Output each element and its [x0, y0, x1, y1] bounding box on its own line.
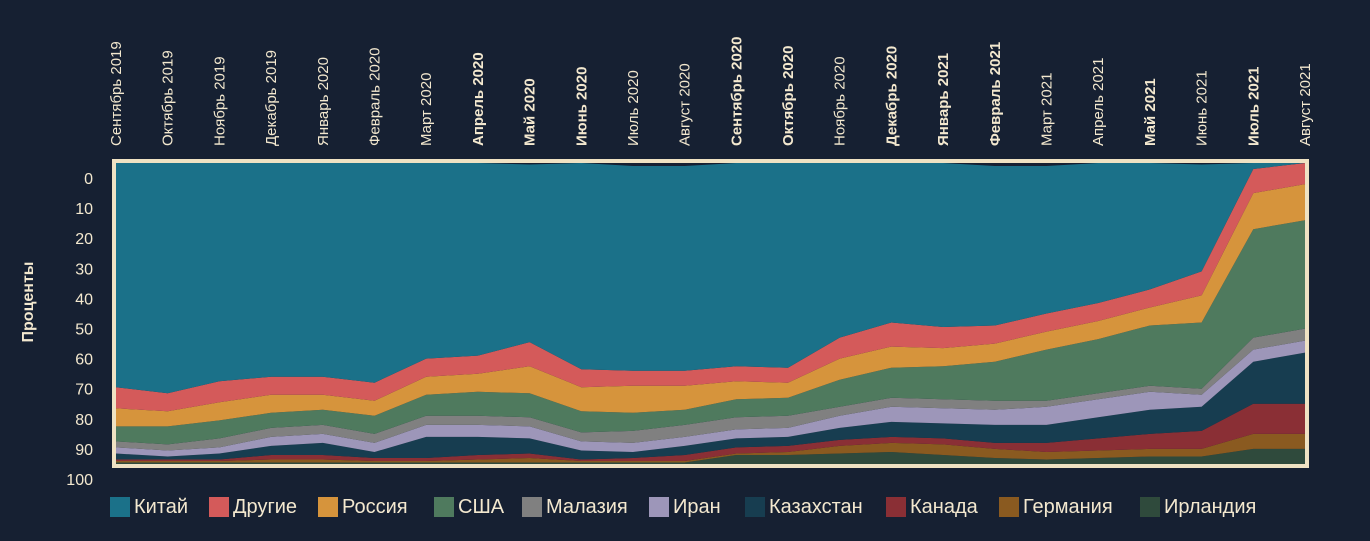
- y-axis-label: Проценты: [20, 262, 37, 343]
- area-Ирландия: [116, 448, 1305, 464]
- x-tick-label: Июнь 2021: [1194, 70, 1211, 146]
- area-Германия: [116, 433, 1305, 463]
- x-tick-label: Сентябрь 2020: [728, 36, 745, 146]
- legend-item: Малазия: [522, 496, 628, 518]
- y-tick-label: 60: [75, 352, 93, 369]
- legend-item: Иран: [649, 496, 721, 518]
- legend-item: Китай: [110, 496, 188, 518]
- x-axis-ticks: Сентябрь 2019 Октябрь 2019 Ноябрь 2019 Дека…: [108, 36, 1314, 146]
- legend-label: Малазия: [546, 496, 628, 518]
- y-tick-label: 0: [84, 171, 93, 188]
- legend-swatch: [999, 497, 1019, 517]
- y-tick-label: 10: [75, 201, 93, 218]
- y-tick-label: 90: [75, 442, 93, 459]
- legend-label: Другие: [233, 496, 297, 518]
- legend-item: Другие: [209, 496, 297, 518]
- area-Китай: [116, 163, 1305, 394]
- x-tick-label: Октябрь 2019: [160, 50, 177, 146]
- x-tick-label: Август 2021: [1297, 63, 1314, 146]
- x-tick-label: Сентябрь 2019: [108, 41, 125, 146]
- y-tick-label: 70: [75, 382, 93, 399]
- legend-label: Канада: [910, 496, 979, 518]
- y-tick-label: 50: [75, 322, 93, 339]
- legend-item: Канада: [886, 496, 979, 518]
- legend-swatch: [434, 497, 454, 517]
- y-tick-label: 40: [75, 291, 93, 308]
- plot-frame: [112, 159, 1309, 468]
- x-tick-label: Февраль 2021: [987, 42, 1004, 146]
- legend-label: Германия: [1023, 496, 1113, 518]
- area-Малазия: [116, 328, 1305, 451]
- y-tick-label: 80: [75, 412, 93, 429]
- area-Другие: [116, 163, 1305, 412]
- y-tick-label: 100: [66, 472, 93, 489]
- x-tick-label: Ноябрь 2019: [211, 56, 228, 146]
- x-tick-label: Январь 2020: [315, 57, 332, 146]
- y-tick-label: 20: [75, 231, 93, 248]
- x-tick-label: Август 2020: [677, 63, 694, 146]
- area-США: [116, 220, 1305, 445]
- x-tick-label: Май 2021: [1142, 78, 1159, 146]
- legend-item: Казахстан: [745, 496, 863, 518]
- legend-label: Казахстан: [769, 496, 863, 518]
- legend-item: Германия: [999, 496, 1113, 518]
- x-tick-label: Июль 2021: [1245, 66, 1262, 146]
- x-tick-label: Февраль 2020: [367, 47, 384, 146]
- legend-swatch: [110, 497, 130, 517]
- x-tick-label: Декабрь 2019: [263, 50, 280, 146]
- x-tick-label: Апрель 2020: [470, 52, 487, 146]
- x-tick-label: Январь 2021: [935, 53, 952, 146]
- legend: Китай Другие Россия США Малазия Иран Казахстан…: [110, 496, 1256, 518]
- legend-swatch: [209, 497, 229, 517]
- area-Иран: [116, 340, 1305, 457]
- legend-swatch: [318, 497, 338, 517]
- x-tick-label: Май 2020: [522, 78, 539, 146]
- legend-item: США: [434, 496, 505, 518]
- x-tick-label: Март 2020: [418, 73, 435, 146]
- y-tick-label: 30: [75, 261, 93, 278]
- x-tick-label: Март 2021: [1039, 73, 1056, 146]
- legend-swatch: [522, 497, 542, 517]
- x-tick-label: Ноябрь 2020: [832, 56, 849, 146]
- area-Россия: [116, 184, 1305, 427]
- x-tick-label: Апрель 2021: [1090, 58, 1107, 146]
- x-tick-label: Июль 2020: [625, 70, 642, 146]
- legend-label: Россия: [342, 496, 408, 518]
- legend-label: Иран: [673, 496, 721, 518]
- y-axis-ticks: 0 10 20 30 40 50 60 70 80 90 100: [66, 171, 93, 489]
- area-layers: [116, 163, 1305, 464]
- x-tick-label: Октябрь 2020: [780, 46, 797, 146]
- x-tick-label: Декабрь 2020: [883, 46, 900, 146]
- legend-item: Россия: [318, 496, 408, 518]
- legend-swatch: [745, 497, 765, 517]
- legend-item: Ирландия: [1140, 496, 1256, 518]
- legend-label: Ирландия: [1164, 496, 1256, 518]
- area-Канада: [116, 403, 1305, 461]
- legend-swatch: [1140, 497, 1160, 517]
- legend-swatch: [649, 497, 669, 517]
- x-tick-label: Июнь 2020: [573, 67, 590, 146]
- legend-label: США: [458, 496, 505, 518]
- area-Казахстан: [116, 352, 1305, 460]
- legend-swatch: [886, 497, 906, 517]
- legend-label: Китай: [134, 496, 188, 518]
